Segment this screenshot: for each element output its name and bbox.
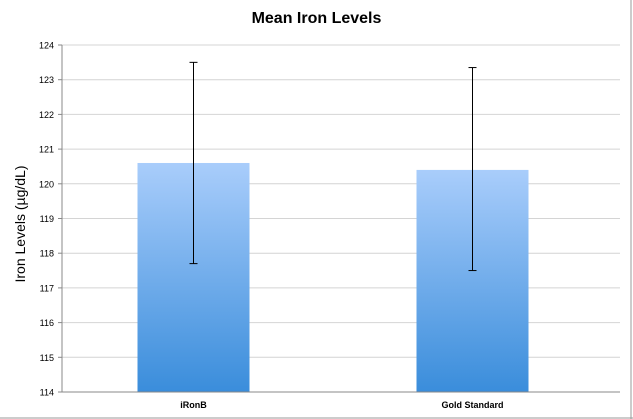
y-tick-label: 121 [39,145,54,155]
y-tick-label: 116 [40,318,54,328]
y-tick-label: 119 [40,214,54,224]
y-tick-label: 115 [40,353,54,363]
x-tick-labels: iRonB Gold Standard [180,400,503,410]
y-tick-label: 124 [39,41,54,51]
y-tick-labels: 114 115 116 117 118 119 120 121 122 123 124 [39,41,54,398]
y-tick-label: 122 [39,110,54,120]
y-tick-label: 117 [40,283,54,293]
x-tick-label: Gold Standard [441,400,503,410]
y-tick-label: 118 [40,249,54,259]
y-tick-label: 114 [40,388,54,398]
error-bars [189,61,477,272]
chart-title: Mean Iron Levels [251,10,382,27]
y-tick-label: 123 [39,75,54,85]
x-tick-label: iRonB [180,400,207,410]
y-tick-label: 120 [39,179,54,189]
